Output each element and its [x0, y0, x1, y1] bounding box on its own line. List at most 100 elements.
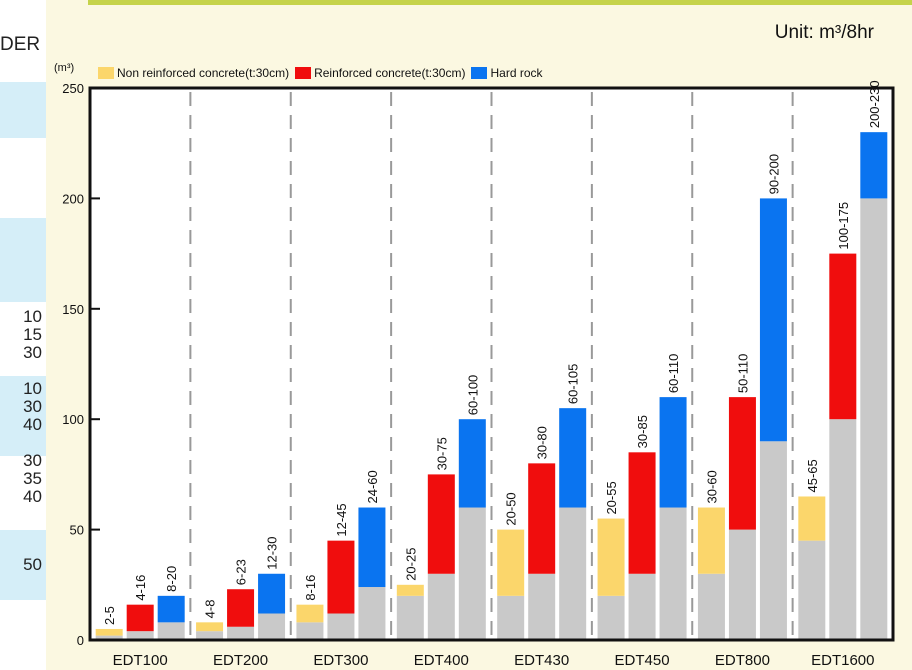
y-tick-label: 250: [62, 81, 84, 96]
left-fragment: DER 10 15 30 10 30 40 30 35 40 50: [0, 0, 46, 670]
data-label: 20-50: [504, 492, 519, 525]
bar-range: [759, 198, 787, 442]
data-label: 30-85: [635, 415, 650, 448]
bar-base: [860, 198, 888, 640]
plot-area: [90, 88, 893, 640]
bar-base: [829, 419, 857, 640]
bar-base: [759, 441, 787, 640]
bar-range: [458, 419, 486, 508]
bar-base: [258, 613, 286, 640]
left-number: 15: [23, 325, 42, 344]
x-tick-label: EDT100: [113, 652, 168, 669]
left-band: [0, 218, 46, 302]
data-label: 50-110: [735, 354, 750, 394]
bar-base: [798, 540, 826, 640]
y-tick-label: 200: [62, 191, 84, 206]
bar-base: [427, 573, 455, 640]
bar-range: [659, 397, 687, 508]
bar-range: [798, 496, 826, 541]
data-label: 8-16: [303, 575, 318, 601]
bar-base: [728, 529, 756, 640]
data-label: 6-23: [234, 559, 249, 585]
unit-label: Unit: m³/8hr: [774, 22, 874, 43]
left-band: [0, 376, 46, 456]
bar-range: [597, 518, 625, 596]
bar-range: [427, 474, 455, 574]
bar-range: [258, 573, 286, 614]
bar-range: [157, 595, 185, 623]
data-label: 20-25: [403, 548, 418, 581]
bar-base: [296, 622, 324, 640]
left-header-fragment: DER: [0, 34, 41, 55]
bar-range: [829, 253, 857, 420]
left-number: 40: [23, 487, 42, 506]
data-label: 24-60: [365, 470, 380, 503]
bar-range: [559, 408, 587, 508]
legend-swatch: [98, 67, 114, 79]
x-tick-label: EDT1600: [811, 652, 874, 669]
left-number: 35: [23, 469, 42, 488]
left-number: 30: [23, 343, 42, 362]
x-tick-label: EDT400: [414, 652, 469, 669]
bar-base: [227, 626, 255, 640]
data-label: 100-175: [836, 202, 851, 250]
left-band: [0, 530, 46, 600]
bar-range: [497, 529, 525, 596]
data-label: 4-8: [203, 600, 218, 619]
plot-frame: [88, 86, 895, 642]
bar-base: [597, 595, 625, 640]
bar-range: [628, 452, 656, 574]
legend-item: Hard rock: [471, 66, 543, 80]
left-band: [0, 82, 46, 138]
data-label: 200-230: [867, 80, 882, 128]
x-tick-label: EDT800: [715, 652, 770, 669]
bar-range: [860, 132, 888, 199]
y-tick-label: 50: [70, 523, 84, 538]
data-label: 60-105: [566, 364, 581, 404]
bar-range: [327, 540, 355, 614]
data-label: 90-200: [766, 154, 781, 194]
left-number: 30: [23, 451, 42, 470]
bar-range: [528, 463, 556, 574]
bar-base: [528, 573, 556, 640]
bar-range: [728, 397, 756, 530]
bar-range: [126, 604, 154, 632]
bar-base: [196, 631, 224, 640]
y-tick-label: 150: [62, 302, 84, 317]
data-label: 60-110: [666, 354, 681, 394]
data-label: 45-65: [805, 459, 820, 492]
data-label: 12-30: [265, 537, 280, 570]
y-tick-label: 0: [77, 633, 84, 648]
bar-base: [458, 507, 486, 640]
data-label: 12-45: [334, 503, 349, 536]
bar-base: [126, 631, 154, 640]
bar-range: [296, 604, 324, 623]
bar-base: [157, 622, 185, 640]
left-number: 10: [23, 379, 42, 398]
legend-swatch: [471, 67, 488, 79]
bar-range: [396, 584, 424, 596]
data-label: 30-60: [704, 470, 719, 503]
y-tick-label: 100: [62, 412, 84, 427]
left-number: 40: [23, 415, 42, 434]
x-tick-label: EDT300: [313, 652, 368, 669]
data-label: 60-100: [465, 375, 480, 415]
y-unit-label: (m³): [54, 62, 75, 74]
legend-label: Non reinforced concrete(t:30cm): [117, 66, 290, 80]
chart-legend: Non reinforced concrete(t:30cm) Reinforc…: [98, 66, 549, 80]
data-label: 20-55: [604, 481, 619, 514]
bar-range: [358, 507, 386, 588]
x-tick-label: EDT450: [615, 652, 670, 669]
data-label: 30-75: [434, 437, 449, 470]
bar-base: [659, 507, 687, 640]
x-tick-label: EDT430: [514, 652, 569, 669]
bar-base: [559, 507, 587, 640]
bar-range: [697, 507, 725, 574]
data-label: 2-5: [102, 606, 117, 625]
legend-label: Hard rock: [490, 66, 543, 80]
data-label: 4-16: [133, 575, 148, 601]
bar-base: [95, 635, 123, 640]
bar-range: [95, 628, 123, 636]
data-label: 8-20: [164, 566, 179, 592]
